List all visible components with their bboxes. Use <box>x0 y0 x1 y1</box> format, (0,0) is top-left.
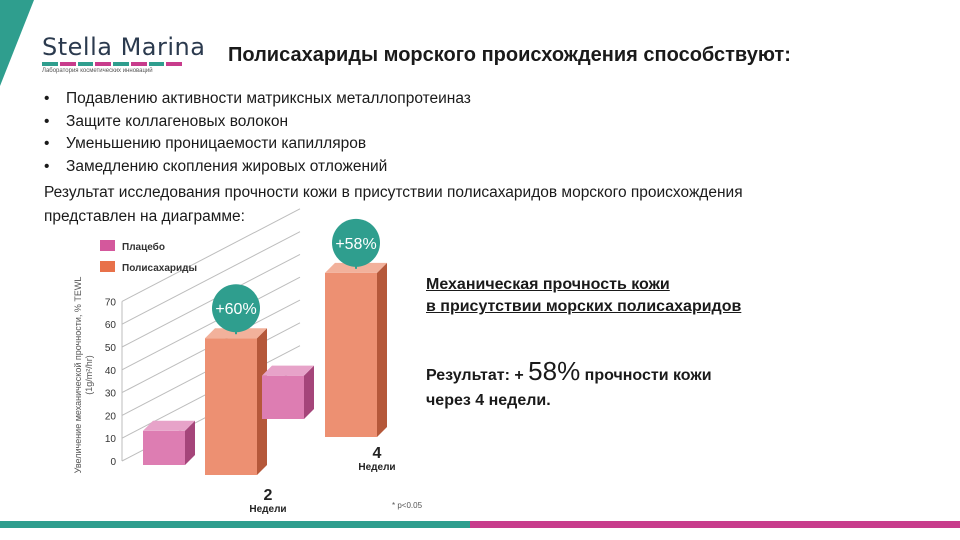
result-line: Результат: + 58% прочности кожи <box>426 356 712 387</box>
gridline <box>121 253 301 348</box>
chart-subtitle-line: Механическая прочность кожи <box>426 276 670 293</box>
bullet-item: • Подавлению активности матриксных металл… <box>44 88 471 111</box>
bar-placebo-top <box>143 420 195 431</box>
footnote: * p<0.05 <box>392 501 423 510</box>
y-tick-label: 10 <box>105 434 117 445</box>
badge-label: +58% <box>335 236 376 253</box>
growth-badge <box>212 284 260 333</box>
badge-label: +60% <box>215 301 256 318</box>
y-tick-label: 0 <box>110 457 116 468</box>
logo-stripe-segment <box>148 62 165 66</box>
growth-badge <box>332 218 380 267</box>
bottom-stripe <box>0 521 960 528</box>
result-line-2: через 4 недели. <box>426 392 551 409</box>
bullet-dot: • <box>44 157 50 175</box>
bar-placebo-side <box>304 365 314 419</box>
logo: Stella Marina Лаборатория косметических … <box>42 33 206 74</box>
bullet-item: • Уменьшению проницаемости капилляров <box>44 133 471 156</box>
logo-stripe-segment <box>130 62 147 66</box>
bottom-stripe-magenta <box>470 521 960 528</box>
page-title: Полисахариды морского происхождения спос… <box>228 44 791 66</box>
logo-stripe <box>42 62 184 66</box>
bar-placebo-side <box>185 420 195 465</box>
bar-placebo-top <box>262 365 314 376</box>
y-tick-label: 20 <box>105 411 117 422</box>
bottom-stripe-teal <box>0 521 470 528</box>
y-tick-label: 60 <box>105 320 117 331</box>
legend-label: Плацебо <box>122 241 165 253</box>
logo-stripe-segment <box>166 62 182 66</box>
corner-decoration <box>0 0 34 86</box>
bullet-text: Защите коллагеновых волокон <box>66 112 289 130</box>
bar-chart: 010203040506070ПлацебоПолисахариды+60%2Н… <box>100 208 423 515</box>
legend-label: Полисахариды <box>122 263 197 274</box>
bullet-dot: • <box>44 135 50 152</box>
paragraph-line: Результат исследования прочности кожи в … <box>44 184 743 201</box>
logo-subtitle: Лаборатория косметических инноваций <box>42 68 153 74</box>
logo-stripe-segment <box>113 62 129 66</box>
bar-placebo <box>143 430 185 465</box>
legend-swatch <box>100 240 115 251</box>
y-tick-label: 50 <box>105 343 117 354</box>
bar-placebo <box>262 375 304 419</box>
y-tick-label: 70 <box>105 297 117 308</box>
bullet-text: Уменьшению проницаемости капилляров <box>66 135 367 152</box>
bar-polysaccharides <box>205 338 257 475</box>
bullet-item: • Замедлению скопления жировых отложений <box>44 156 471 179</box>
paragraph-line: представлен на диаграмме: <box>44 208 245 225</box>
y-tick-label: 40 <box>105 366 117 377</box>
gridline <box>121 208 301 302</box>
bullet-item: • Защите коллагеновых волокон <box>44 111 471 134</box>
y-tick-label: 30 <box>105 389 117 400</box>
chart-subtitle: Механическая прочность кожи в присутстви… <box>426 274 741 318</box>
y-axis-label: Увеличение механической прочности, % TEW… <box>73 276 94 474</box>
bullet-text: Замедлению скопления жировых отложений <box>66 157 388 175</box>
logo-stripe-segment <box>42 62 58 66</box>
x-category-unit: Недели <box>358 462 395 473</box>
bullet-text: Подавлению активности матриксных металло… <box>66 90 471 107</box>
logo-stripe-segment <box>95 62 111 66</box>
intro-paragraph: Результат исследования прочности кожи в … <box>44 181 904 229</box>
bar-polysaccharides-side <box>377 262 387 437</box>
logo-name: Stella Marina <box>42 33 206 61</box>
x-category-label: 4 <box>373 445 382 462</box>
x-category-unit: Недели <box>249 504 286 515</box>
result-value: 58% <box>528 356 581 386</box>
chart-subtitle-line: в присутствии морских полисахаридов <box>426 298 742 315</box>
logo-stripe-segment <box>77 62 94 66</box>
legend-swatch <box>100 261 115 272</box>
bullet-dot: • <box>44 112 50 130</box>
result-suffix: прочности кожи <box>584 367 712 384</box>
gridline <box>121 276 301 371</box>
bullet-list: • Подавлению активности матриксных металл… <box>44 88 471 178</box>
logo-stripe-segment <box>59 62 76 66</box>
gridline <box>121 231 301 325</box>
bar-polysaccharides <box>325 272 377 437</box>
bullet-dot: • <box>44 90 50 107</box>
result-prefix: Результат: + <box>426 367 524 384</box>
x-category-label: 2 <box>264 487 273 504</box>
